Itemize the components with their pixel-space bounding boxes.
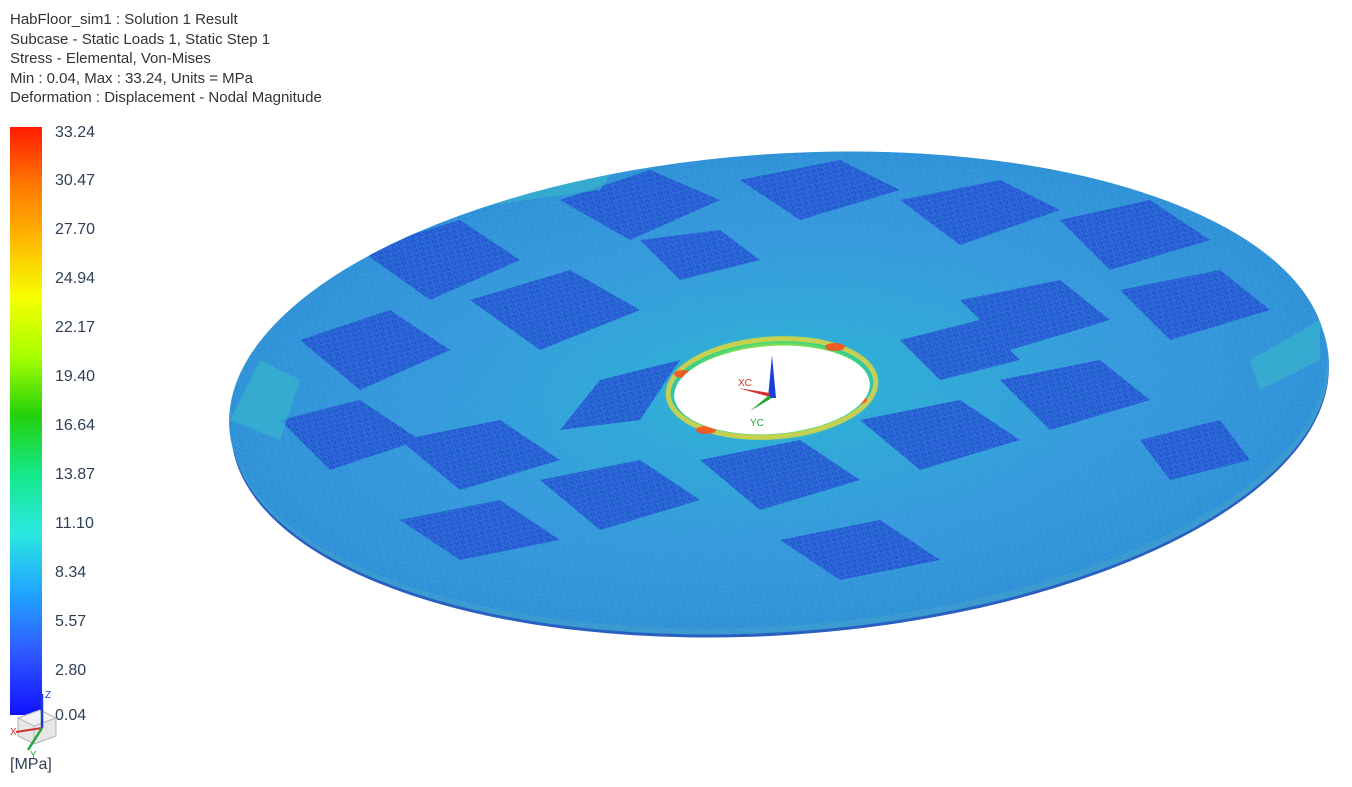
legend-value: 8.34 (55, 564, 87, 581)
legend-units: [MPa] (10, 756, 52, 773)
legend-value: 22.17 (55, 319, 96, 336)
legend-value: 2.80 (55, 662, 87, 679)
deformation-label: Deformation : Displacement - Nodal Magni… (10, 89, 322, 106)
legend-value: 11.10 (55, 515, 94, 532)
legend-value: 5.57 (55, 613, 87, 630)
result-header: HabFloor_sim1 : Solution 1 Result Subcas… (10, 10, 322, 108)
color-legend: 33.24 30.47 27.70 24.94 22.17 19.40 16.6… (10, 124, 160, 724)
triad-z-label: Z (45, 690, 51, 701)
triad-x-label: X (10, 727, 17, 738)
legend-value: 30.47 (55, 172, 96, 189)
legend-value: 13.87 (55, 466, 96, 483)
result-title: HabFloor_sim1 : Solution 1 Result (10, 11, 238, 28)
legend-value: 0.04 (55, 707, 87, 724)
triad-y-label: Y (30, 750, 37, 760)
xc-label: XC (738, 378, 752, 389)
legend-value: 16.64 (55, 417, 96, 434)
legend-value: 19.40 (55, 368, 96, 385)
legend-value: 33.24 (55, 124, 96, 141)
min-max-label: Min : 0.04, Max : 33.24, Units = MPa (10, 69, 254, 87)
legend-value: 24.94 (55, 270, 96, 287)
legend-color-bar (10, 127, 42, 715)
hole-edge-highlight (665, 336, 879, 440)
legend-value: 27.70 (55, 221, 96, 238)
work-coordinate-system-icon: XC YC (738, 355, 776, 429)
coordinate-triad-icon[interactable]: Z X Y (4, 680, 74, 760)
subcase-label: Subcase - Static Loads 1, Static Step 1 (10, 30, 271, 48)
yc-label: YC (750, 418, 764, 429)
stress-type-label: Stress - Elemental, Von-Mises (10, 50, 211, 67)
